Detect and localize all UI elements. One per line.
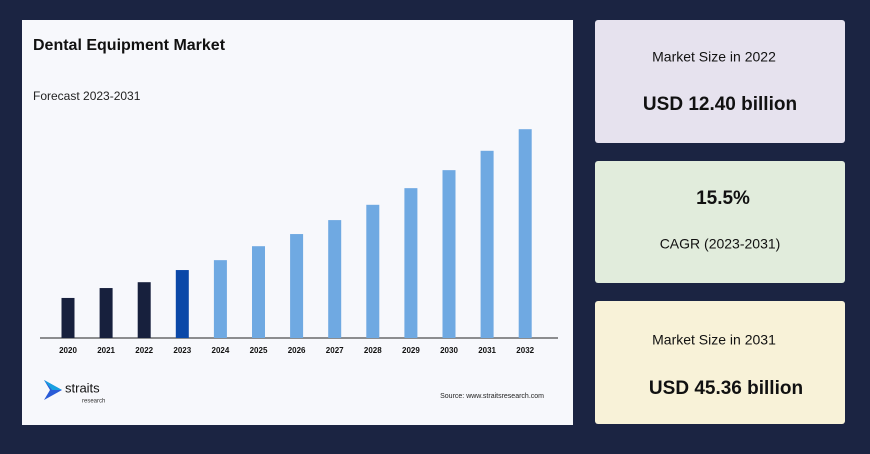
x-tick-label: 2026	[288, 346, 306, 355]
x-tick-label: 2021	[97, 346, 115, 355]
bar	[480, 150, 494, 338]
bar	[404, 188, 418, 338]
x-tick-label: 2031	[478, 346, 496, 355]
x-tick-label: 2022	[135, 346, 153, 355]
x-tick-label: 2030	[440, 346, 458, 355]
card	[595, 161, 845, 283]
card-value: USD 45.36 billion	[649, 378, 803, 399]
source: Source: www.straitsresearch.com	[440, 393, 544, 400]
card	[595, 301, 845, 424]
bar	[137, 282, 151, 338]
x-tick-label: 2027	[326, 346, 344, 355]
x-tick-label: 2028	[364, 346, 382, 355]
logo-icon-part	[44, 380, 62, 390]
bar	[518, 129, 532, 338]
logo-name: straits	[65, 380, 100, 395]
bar	[61, 297, 75, 338]
card-value: USD 12.40 billion	[643, 94, 797, 115]
bar	[175, 270, 189, 338]
x-tick-label: 2025	[250, 346, 268, 355]
x-tick-label: 2023	[173, 346, 191, 355]
bar	[366, 204, 380, 338]
card	[595, 20, 845, 143]
card-value: 15.5%	[696, 188, 750, 209]
bar	[252, 246, 265, 338]
bar	[328, 220, 342, 338]
chart-title: Dental Equipment Market	[33, 37, 226, 54]
x-tick-label: 2024	[212, 346, 230, 355]
card-label: CAGR (2023-2031)	[660, 236, 781, 252]
bar	[99, 288, 113, 338]
x-tick-label: 2032	[516, 346, 534, 355]
chart-subtitle: Forecast 2023-2031	[33, 89, 141, 103]
bar	[213, 260, 227, 338]
logo-tagline: research	[82, 399, 105, 405]
card-label: Market Size in 2022	[652, 49, 776, 65]
bar	[442, 170, 456, 338]
x-tick-label: 2020	[59, 346, 77, 355]
bar	[290, 234, 304, 338]
x-tick-label: 2029	[402, 346, 420, 355]
card-label: Market Size in 2031	[652, 332, 776, 348]
